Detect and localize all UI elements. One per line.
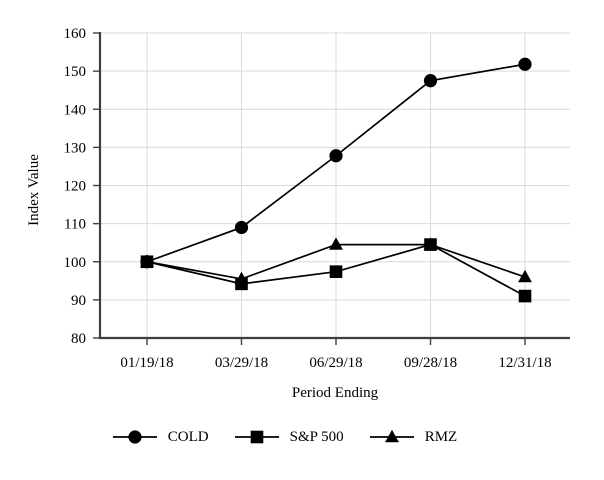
data-point-s-p-500 — [329, 265, 343, 278]
x-tick-label: 09/28/18 — [404, 355, 457, 371]
x-tick-label: 12/31/18 — [498, 355, 551, 371]
data-point-cold — [518, 57, 532, 71]
y-tick-label: 90 — [71, 293, 86, 309]
y-tick-label: 140 — [64, 102, 87, 118]
legend-marker-s-p-500 — [250, 430, 263, 444]
legend-label: S&P 500 — [289, 428, 344, 445]
series-markers-s-p-500 — [140, 238, 532, 303]
data-point-s-p-500 — [235, 277, 248, 291]
data-point-rmz — [329, 237, 343, 250]
performance-line-chart: 80 90 100 110 120 130 140 150 160 01/19/18 03/29/1… — [26, 26, 570, 401]
data-point-cold — [329, 149, 343, 163]
data-point-cold — [234, 220, 249, 235]
square-marker-icon — [234, 430, 279, 444]
y-tick-label: 120 — [64, 179, 87, 195]
legend-marker-rmz — [384, 429, 399, 443]
y-tick-label: 150 — [64, 64, 87, 80]
y-tick-label: 100 — [64, 255, 87, 271]
y-tick-label: 130 — [64, 140, 87, 156]
triangle-marker-icon — [369, 429, 414, 443]
data-point-s-p-500 — [518, 289, 532, 303]
x-tick-label: 01/19/18 — [120, 355, 173, 371]
legend-marker-cold — [128, 430, 142, 444]
y-tick-label: 80 — [71, 331, 86, 347]
y-tick-label: 110 — [64, 217, 86, 233]
x-tick-label: 06/29/18 — [309, 355, 362, 371]
legend-item-rmz: RMZ — [369, 428, 458, 446]
x-axis-title: Period Ending — [292, 385, 379, 401]
y-axis-title: Index Value — [26, 154, 42, 226]
data-point-cold — [423, 74, 438, 88]
data-point-rmz — [518, 269, 532, 283]
legend-item-s-p-500: S&P 500 — [234, 428, 344, 446]
legend-label: COLD — [167, 428, 209, 445]
legend-label: RMZ — [424, 428, 458, 445]
x-tick-label: 03/29/18 — [215, 355, 268, 371]
circle-marker-icon — [112, 430, 157, 444]
y-tick-label: 160 — [64, 26, 87, 42]
legend-item-cold: COLD — [112, 428, 209, 446]
data-point-s-p-500 — [140, 255, 154, 269]
chart-legend: COLD S&P 500 RMZ — [0, 428, 604, 446]
data-point-s-p-500 — [424, 238, 437, 251]
